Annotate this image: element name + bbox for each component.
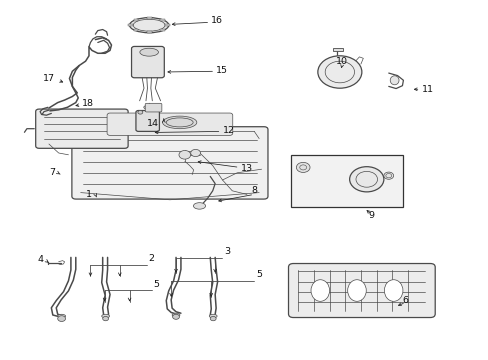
Bar	[290, 155, 403, 207]
Text: 16: 16	[211, 16, 223, 25]
Circle shape	[172, 314, 179, 319]
Text: 9: 9	[368, 211, 374, 220]
Ellipse shape	[129, 18, 168, 33]
Ellipse shape	[162, 116, 197, 129]
Ellipse shape	[389, 76, 398, 85]
Bar	[146, 17, 151, 19]
Text: 3: 3	[224, 248, 230, 256]
Ellipse shape	[172, 313, 180, 317]
Bar	[160, 29, 164, 31]
Text: 4: 4	[37, 255, 43, 264]
Ellipse shape	[193, 203, 205, 209]
Ellipse shape	[347, 280, 366, 301]
FancyBboxPatch shape	[36, 109, 128, 148]
Text: 10: 10	[336, 57, 347, 66]
Circle shape	[317, 56, 361, 88]
Text: 1: 1	[86, 190, 92, 199]
Bar	[133, 29, 138, 31]
Text: 2: 2	[148, 254, 154, 263]
Circle shape	[210, 316, 216, 321]
Text: 6: 6	[402, 296, 408, 305]
Text: 14: 14	[146, 119, 159, 128]
FancyBboxPatch shape	[136, 111, 159, 131]
Circle shape	[102, 316, 108, 321]
Text: 13: 13	[240, 164, 252, 173]
Bar	[332, 48, 343, 51]
Bar	[165, 24, 170, 26]
Circle shape	[58, 316, 65, 321]
Ellipse shape	[310, 280, 329, 301]
Circle shape	[349, 167, 383, 192]
Text: 18: 18	[82, 99, 94, 108]
Text: 12: 12	[223, 126, 235, 135]
Text: 5: 5	[256, 270, 262, 279]
Ellipse shape	[140, 48, 158, 56]
FancyBboxPatch shape	[107, 113, 232, 135]
Ellipse shape	[384, 280, 402, 301]
Bar	[133, 19, 138, 22]
Bar	[160, 19, 164, 22]
FancyBboxPatch shape	[131, 46, 164, 78]
Ellipse shape	[143, 105, 154, 109]
Text: 15: 15	[216, 66, 228, 75]
Circle shape	[190, 149, 200, 157]
Ellipse shape	[209, 314, 217, 318]
Ellipse shape	[58, 314, 65, 318]
Bar	[146, 31, 151, 33]
Circle shape	[296, 162, 309, 172]
FancyBboxPatch shape	[72, 127, 267, 199]
Circle shape	[179, 150, 190, 159]
Ellipse shape	[102, 314, 109, 318]
Ellipse shape	[383, 172, 393, 179]
Text: 7: 7	[49, 167, 55, 176]
Circle shape	[138, 111, 142, 114]
Text: 17: 17	[42, 74, 55, 83]
FancyBboxPatch shape	[288, 264, 434, 318]
Bar	[128, 24, 133, 26]
FancyBboxPatch shape	[145, 103, 162, 112]
Text: 11: 11	[421, 85, 433, 94]
Text: 5: 5	[153, 280, 159, 289]
Text: 8: 8	[251, 186, 257, 194]
